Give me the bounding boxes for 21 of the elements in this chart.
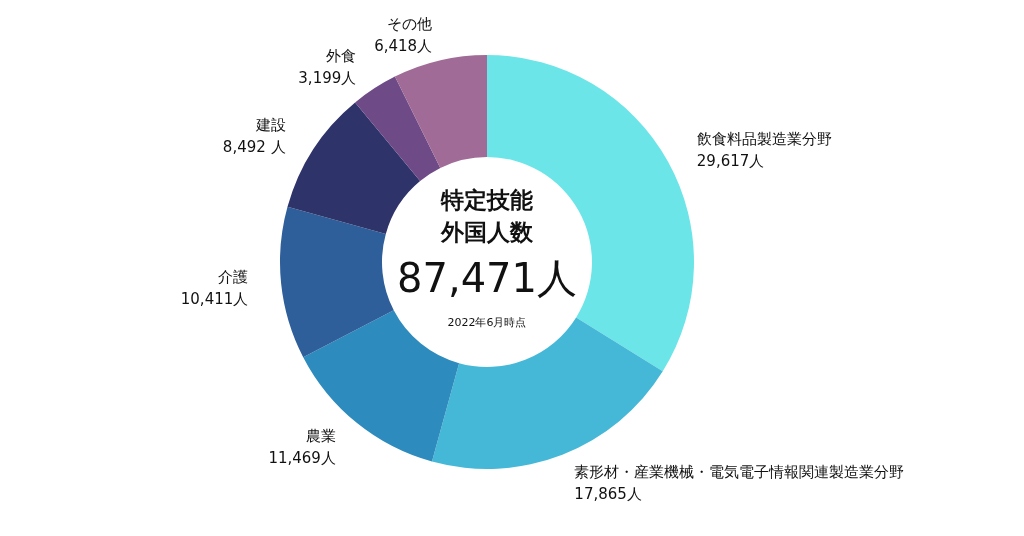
data-label: 11,469人 — [268, 448, 336, 467]
donut-slice — [287, 102, 421, 234]
slice-label: 建設 — [254, 116, 286, 135]
text: 2022年6月時点 — [447, 316, 527, 329]
donut-slice — [394, 55, 487, 168]
data-label: 17,865人 — [574, 484, 642, 503]
slice-label: 飲食料品製造業分野 — [696, 129, 832, 148]
slice-label: 農業 — [305, 426, 336, 445]
text: 87,471人 — [397, 255, 577, 301]
slice-label: 介護 — [218, 268, 249, 287]
data-label: 10,411人 — [180, 290, 249, 309]
slice-label: その他 — [387, 15, 433, 34]
data-label: 8,492 人 — [222, 138, 286, 157]
data-label: 29,617人 — [696, 151, 765, 170]
donut-slice — [355, 76, 441, 182]
donut-slice — [280, 206, 394, 358]
slice-label: 素形材・産業機械・電気電子情報関連製造業分野 — [574, 462, 905, 481]
slice-label: 外食 — [326, 46, 357, 65]
data-label: 3,199人 — [298, 68, 357, 87]
text: 特定技能外国人数 — [440, 187, 534, 245]
data-label: 6,418人 — [374, 37, 433, 56]
